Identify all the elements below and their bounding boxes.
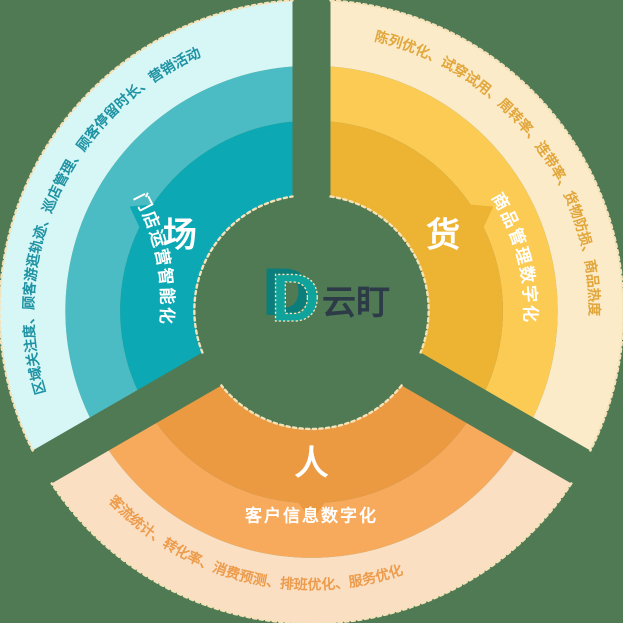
svg-text:货: 货 (426, 217, 460, 255)
svg-text:人: 人 (295, 445, 329, 483)
svg-text:客户信息数字化: 客户信息数字化 (244, 506, 378, 526)
svg-text:场: 场 (163, 217, 197, 255)
svg-text:D: D (271, 260, 320, 336)
svg-text:云盯: 云盯 (322, 284, 390, 322)
